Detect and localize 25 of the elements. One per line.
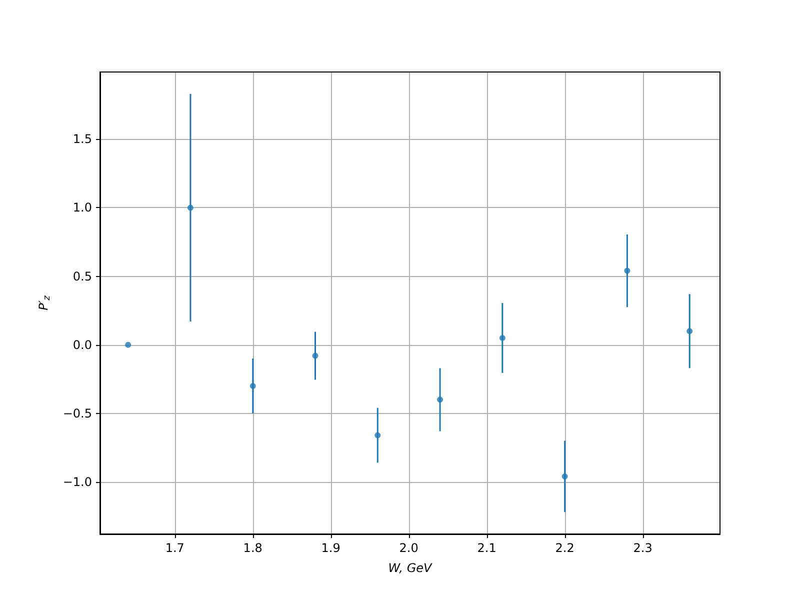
- point: [562, 473, 568, 480]
- x-tick-label: 2.2: [555, 541, 574, 555]
- y-tick-label: −0.5: [62, 406, 92, 420]
- point: [250, 382, 256, 389]
- x-axis-title: W, GeV: [388, 561, 432, 575]
- x-tick-label: 1.7: [165, 541, 184, 555]
- point: [374, 432, 381, 438]
- y-axis-title: P′z: [36, 295, 52, 310]
- y-tick-label: −1.0: [62, 474, 92, 489]
- point: [437, 396, 444, 403]
- y-tick-label: 1.5: [72, 132, 92, 146]
- y-tick-label: 0.0: [72, 338, 92, 352]
- x-tick-label: 2.0: [399, 541, 418, 555]
- point: [686, 328, 693, 334]
- point: [312, 352, 318, 359]
- y-tick-label: 1.0: [72, 200, 92, 215]
- point: [624, 268, 630, 274]
- point: [499, 334, 506, 341]
- x-tick-label: 2.1: [477, 541, 496, 555]
- x-tick-label: 1.8: [243, 541, 262, 555]
- x-tick-label: 1.9: [321, 541, 340, 555]
- point: [187, 204, 194, 211]
- point: [125, 342, 132, 348]
- x-tick-label: 2.3: [633, 541, 652, 555]
- y-tick-label: 0.5: [72, 269, 92, 284]
